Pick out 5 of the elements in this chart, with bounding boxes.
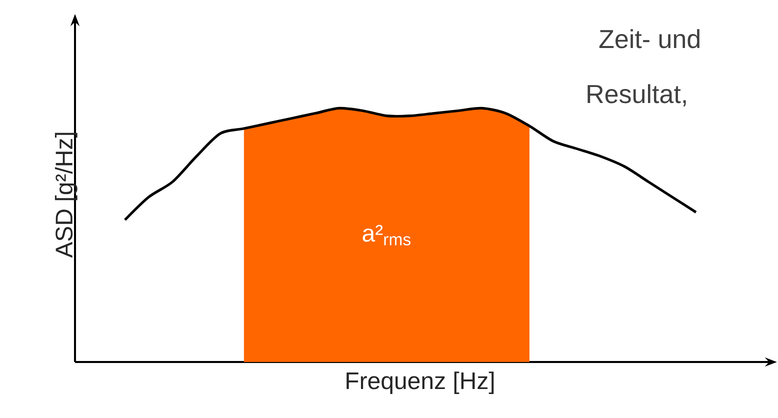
y-axis-title: ASD [g²/Hz] — [54, 132, 78, 258]
text: Zeit- und — [599, 29, 700, 48]
x-axis-title: Frequenz [Hz] — [346, 372, 494, 394]
annotation: a²$_{rms}$ — [362, 224, 411, 246]
text: Resultat, — [588, 84, 686, 106]
